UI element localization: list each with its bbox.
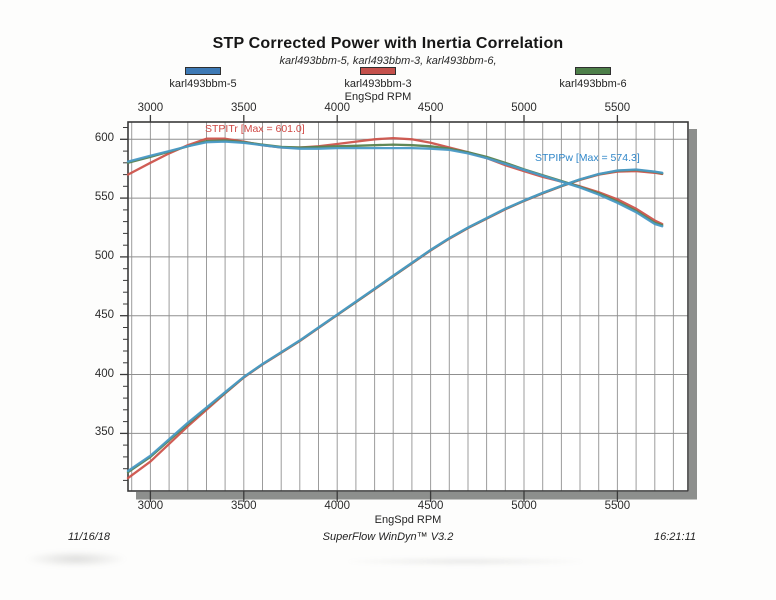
x-tick-label-bottom: 4500 bbox=[417, 500, 444, 512]
legend-label: karl493bbm-6 bbox=[559, 78, 627, 90]
legend-color-swatch-red bbox=[360, 67, 396, 75]
y-tick-label: 450 bbox=[94, 308, 114, 321]
y-tick-label: 500 bbox=[94, 249, 114, 262]
legend-item-karl493bbm-3: karl493bbm-3 bbox=[318, 67, 438, 90]
x-tick-label-top: 5500 bbox=[604, 102, 631, 114]
x-tick-label-top: 4500 bbox=[417, 102, 444, 114]
x-tick-label-top: 3000 bbox=[137, 102, 164, 114]
x-tick-label-bottom: 3000 bbox=[137, 500, 164, 512]
legend-label: karl493bbm-3 bbox=[344, 78, 412, 90]
annotation-torque-max: STPITr [Max = 601.0] bbox=[205, 123, 305, 135]
footer-app-name: SuperFlow WinDyn™ V3.2 bbox=[322, 531, 454, 543]
legend-label: karl493bbm-5 bbox=[169, 78, 237, 90]
x-tick-label-top: 4000 bbox=[324, 102, 350, 114]
scan-smudge bbox=[26, 551, 126, 567]
x-tick-label-bottom: 3500 bbox=[231, 500, 257, 512]
y-tick-label: 600 bbox=[94, 132, 114, 145]
x-tick-label-bottom: 4000 bbox=[324, 500, 350, 512]
y-tick-label: 350 bbox=[94, 426, 114, 439]
footer-time: 16:21:11 bbox=[653, 531, 696, 543]
y-tick-label: 550 bbox=[94, 191, 114, 204]
annotation-power-max: STPIPw [Max = 574.3] bbox=[535, 152, 640, 164]
y-tick-label: 400 bbox=[94, 367, 114, 380]
legend-item-karl493bbm-6: karl493bbm-6 bbox=[533, 67, 653, 90]
x-tick-label-bottom: 5000 bbox=[511, 500, 537, 512]
legend-color-swatch-blue bbox=[185, 67, 221, 75]
page-subtitle: karl493bbm-5, karl493bbm-3, karl493bbm-6… bbox=[279, 55, 497, 67]
x-tick-label-top: 5000 bbox=[511, 102, 537, 114]
legend-color-swatch-green bbox=[575, 67, 611, 75]
x-tick-label-top: 3500 bbox=[231, 102, 257, 114]
top-axis-label: EngSpd RPM bbox=[344, 91, 412, 103]
scan-smudge bbox=[348, 557, 583, 566]
page-title: STP Corrected Power with Inertia Correla… bbox=[212, 35, 564, 52]
footer-date: 11/16/18 bbox=[68, 531, 111, 543]
legend-item-karl493bbm-5: karl493bbm-5 bbox=[143, 67, 263, 90]
x-tick-label-bottom: 5500 bbox=[604, 500, 631, 512]
bottom-axis-label: EngSpd RPM bbox=[374, 514, 442, 526]
